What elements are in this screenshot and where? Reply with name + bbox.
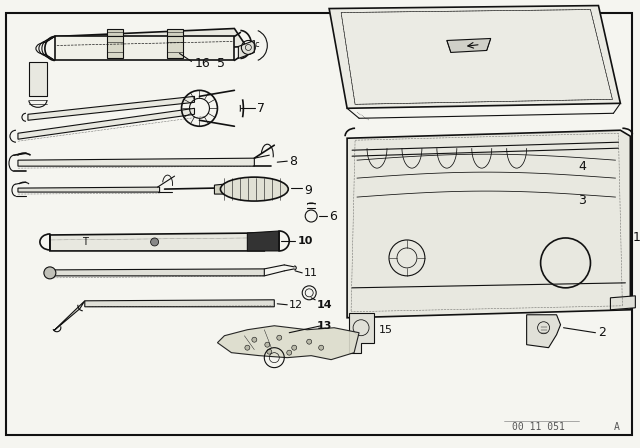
Text: 15: 15 <box>379 325 393 335</box>
Circle shape <box>276 335 282 340</box>
Polygon shape <box>50 269 264 276</box>
Text: 16: 16 <box>195 57 211 70</box>
Text: 14: 14 <box>317 300 333 310</box>
Ellipse shape <box>220 177 288 201</box>
Polygon shape <box>55 29 246 55</box>
Text: 10: 10 <box>297 236 312 246</box>
Text: 2: 2 <box>598 326 606 339</box>
Text: 9: 9 <box>304 184 312 197</box>
Circle shape <box>267 349 272 354</box>
Polygon shape <box>329 5 620 108</box>
Circle shape <box>44 267 56 279</box>
Text: 5: 5 <box>218 57 225 70</box>
Circle shape <box>319 345 324 350</box>
Text: 11: 11 <box>304 268 318 278</box>
Circle shape <box>150 238 159 246</box>
Polygon shape <box>214 184 225 194</box>
Text: 13: 13 <box>317 321 333 331</box>
Circle shape <box>245 345 250 350</box>
Polygon shape <box>54 301 84 331</box>
Polygon shape <box>50 233 264 251</box>
Text: 3: 3 <box>579 194 586 207</box>
Polygon shape <box>611 296 636 310</box>
Polygon shape <box>18 108 195 139</box>
Circle shape <box>292 345 297 350</box>
Polygon shape <box>28 96 195 120</box>
Text: T: T <box>82 237 88 247</box>
Circle shape <box>287 350 292 355</box>
Polygon shape <box>107 29 123 36</box>
Circle shape <box>307 339 312 344</box>
Text: 00 11 051: 00 11 051 <box>512 422 565 432</box>
Text: 12: 12 <box>289 300 303 310</box>
Polygon shape <box>107 36 123 58</box>
Text: A: A <box>614 422 620 432</box>
Circle shape <box>265 342 270 347</box>
Polygon shape <box>55 36 234 60</box>
Polygon shape <box>166 29 182 36</box>
Polygon shape <box>247 231 279 251</box>
Polygon shape <box>447 39 491 52</box>
Text: 7: 7 <box>257 102 266 115</box>
Polygon shape <box>166 36 182 58</box>
Text: 4: 4 <box>579 159 586 172</box>
Circle shape <box>252 337 257 342</box>
Polygon shape <box>18 187 159 192</box>
Polygon shape <box>347 130 630 318</box>
Polygon shape <box>18 158 254 166</box>
Polygon shape <box>29 62 47 96</box>
Text: 8: 8 <box>289 155 297 168</box>
Polygon shape <box>238 40 254 58</box>
Text: 6: 6 <box>329 210 337 223</box>
Polygon shape <box>84 300 275 307</box>
Polygon shape <box>349 313 374 353</box>
Polygon shape <box>527 315 561 348</box>
Text: 1: 1 <box>632 232 640 245</box>
Text: c: c <box>254 40 259 49</box>
Polygon shape <box>218 326 359 360</box>
